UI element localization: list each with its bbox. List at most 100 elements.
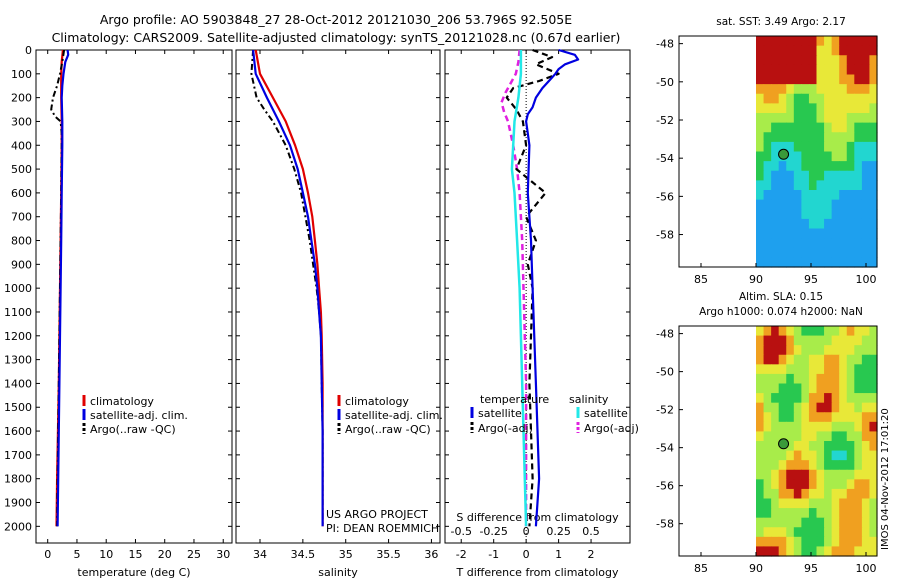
legend-argo-label: Argo(..raw -QC) [90,423,176,436]
heatmap-cell [854,132,863,143]
heatmap-cell [763,103,772,114]
heatmap-cell [793,460,802,471]
heatmap-cell [824,64,833,76]
heatmap-cell [771,498,780,509]
y-tick-label: 400 [11,139,32,152]
heatmap-cell [869,335,878,346]
heatmap-cell [824,228,833,239]
heatmap-cell [778,383,787,394]
heatmap-cell [801,180,810,191]
map-border [678,325,878,557]
heatmap-cell [839,536,848,548]
heatmap-cell [793,45,802,56]
map-x-tick-label: 90 [749,562,763,575]
heatmap-cell [854,479,863,490]
heatmap-cell [771,345,780,356]
legend-salinity-title: salinity [569,393,609,406]
heatmap-cell [786,209,795,220]
heatmap-cell [839,161,848,172]
heatmap-cell [839,36,848,47]
heatmap-cell [824,74,833,85]
heatmap-cell [771,103,780,114]
heatmap-cell [786,402,795,413]
heatmap-cell [869,84,878,95]
heatmap-cell [861,113,871,124]
heatmap-cell [816,36,825,47]
heatmap-cell [808,441,818,452]
annotation-pi: PI: DEAN ROEMMICH [326,522,439,535]
title-line-2: Climatology: CARS2009. Satellite-adjuste… [52,30,621,45]
heatmap-cell [869,364,878,375]
heatmap-cell [816,517,825,528]
heatmap-cell [846,536,855,548]
heatmap-cell [831,546,840,557]
heatmap-cell [763,141,772,153]
heatmap-cell [869,228,878,239]
heatmap-cell [824,84,833,95]
heatmap-cell [756,527,765,538]
heatmap-cell [839,132,848,143]
heatmap-cell [771,412,780,423]
heatmap-cell [801,354,810,365]
heatmap-cell [839,373,848,385]
heatmap-cell [846,335,855,346]
heatmap-cell [831,199,840,210]
heatmap-cell [808,190,818,201]
heatmap-cell [801,151,810,162]
heatmap-cell [854,199,863,210]
heatmap-cell [846,141,855,153]
heatmap-cell [801,113,810,124]
heatmap-cell [808,257,818,268]
heatmap-cell [801,45,810,56]
y-tick-label: 1100 [4,306,32,319]
heatmap-cell [808,364,818,375]
x-tick-label: 34.5 [291,548,316,561]
heatmap-cell [824,488,833,500]
heatmap-cell [778,326,787,337]
heatmap-cell [869,488,878,500]
heatmap-cell [854,113,863,124]
heatmap-cell [839,199,848,210]
heatmap-cell [861,161,871,172]
heatmap-cell [846,190,855,201]
heatmap-cell [756,45,765,56]
heatmap-cell [756,84,765,95]
heatmap-cell [763,209,772,220]
heatmap-cell [869,180,878,191]
heatmap-cell [793,345,802,356]
heatmap-cell [756,373,765,385]
heatmap-cell [824,421,833,433]
heatmap-cell [824,170,833,181]
heatmap-cell [824,113,833,124]
heatmap-cell [846,402,855,413]
heatmap-cell [801,103,810,114]
heatmap-cell [839,141,848,153]
heatmap-cell [869,218,878,230]
heatmap-cell [771,247,780,258]
x-tick-label: 36 [424,548,438,561]
legend-s-argo-label: Argo(-adj) [584,422,639,435]
heatmap-cell [839,122,848,133]
heatmap-cell [801,93,810,104]
y-tick-label: 1000 [4,282,32,295]
heatmap-cell [831,122,840,133]
heatmap-cell [793,431,802,442]
heatmap-cell [816,113,825,124]
heatmap-cell [801,460,810,471]
heatmap-cell [778,161,787,172]
heatmap-cell [756,55,765,66]
heatmap-cell [869,326,878,337]
legend-climatology-label: climatology [345,395,409,408]
heatmap-cell [793,64,802,76]
heatmap-cell [801,393,810,404]
map-y-tick-label: -52 [656,114,674,127]
heatmap-cell [846,460,855,471]
heatmap-cell [786,132,795,143]
heatmap-cell [816,64,825,76]
heatmap-cell [778,199,787,210]
heatmap-cell [793,517,802,528]
heatmap-cell [846,450,855,461]
heatmap-cell [778,460,787,471]
heatmap-cell [756,546,765,557]
